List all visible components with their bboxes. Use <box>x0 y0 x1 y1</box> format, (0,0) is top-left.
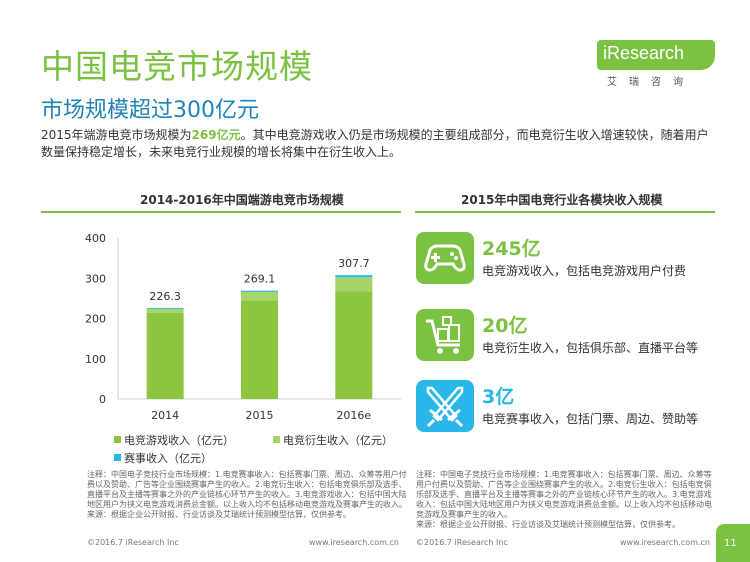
footer-copyright-left: ©2016.7 iResearch Inc <box>87 538 179 547</box>
market-size-bar-chart: 0 100 200 300 400 226.3 2014 269.1 2015 307.7 2016… <box>85 232 401 422</box>
y-tick-label: 300 <box>85 272 106 285</box>
left-chart-title: 2014-2016年中国端游电竞市场规模 <box>140 193 344 207</box>
bar-segment-game <box>335 291 373 399</box>
footer-website-left: www.iresearch.com.cn <box>309 538 399 547</box>
logo-badge: iResearch <box>597 40 715 70</box>
footer-copyright-right: ©2016.7 iResearch Inc <box>416 538 508 547</box>
bar-segment-event <box>146 307 184 309</box>
module-desc-game: 电竞游戏收入，包括电竞游戏用户付费 <box>482 264 687 278</box>
bar-segment-game <box>241 300 278 399</box>
module-derived-revenue: 20亿 电竞衍生收入，包括俱乐部、直播平台等 <box>416 309 716 361</box>
module-value-event: 3亿 <box>482 386 515 408</box>
left-title-divider <box>41 211 401 213</box>
x-tick-label: 2014 <box>151 409 179 422</box>
legend-label-game: 电竞游戏收入（亿元） <box>124 434 234 447</box>
x-tick-label: 2016e <box>336 409 371 422</box>
iresearch-logo: iResearch 艾瑞咨询 <box>597 40 717 88</box>
bar-total-label: 307.7 <box>338 257 370 270</box>
bar-segment-derived <box>241 291 278 301</box>
logo-cn-name: 艾瑞咨询 <box>607 77 695 88</box>
legend-event-revenue: 赛事收入（亿元） <box>114 450 212 466</box>
page-number: 11 <box>724 538 737 549</box>
bar-segment-event <box>241 290 278 292</box>
module-value-derived: 20亿 <box>482 315 528 337</box>
right-title-divider <box>415 211 715 213</box>
module-desc-derived: 电竞衍生收入，包括俱乐部、直播平台等 <box>482 341 699 355</box>
module-event-revenue: 3亿 电竞赛事收入，包括门票、周边、赞助等 <box>416 380 716 432</box>
legend-swatch-derived <box>273 436 280 443</box>
logo-brand: iResearch <box>603 43 685 63</box>
y-tick-label: 200 <box>85 313 106 326</box>
bar-segment-derived <box>146 308 184 313</box>
right-section-title: 2015年中国电竞行业各模块收入规模 <box>461 193 663 207</box>
x-tick-label: 2015 <box>246 409 274 422</box>
legend-derived-revenue: 电竞衍生收入（亿元） <box>273 432 393 448</box>
legend-swatch-game <box>114 436 121 443</box>
intro-paragraph: 2015年端游电竞市场规模为269亿元。其中电竞游戏收入仍是市场规模的主要组成部… <box>41 127 711 161</box>
module-value-game: 245亿 <box>482 238 541 260</box>
module-game-revenue: 245亿 电竞游戏收入，包括电竞游戏用户付费 <box>416 232 716 284</box>
bar-total-label: 269.1 <box>244 273 276 286</box>
intro-part1: 2015年端游电竞市场规模为 <box>41 128 192 142</box>
legend-label-derived: 电竞衍生收入（亿元） <box>283 434 393 447</box>
legend-label-event: 赛事收入（亿元） <box>124 452 212 465</box>
cart-icon <box>416 309 474 361</box>
bar-segment-event <box>335 275 373 278</box>
page-number-badge: 11 <box>716 524 750 562</box>
intro-part2: 。其中电竞游戏收入仍是市场规模的主要组成部分，而电竞衍生收入增速较快，随着用户数… <box>41 128 709 159</box>
bar-segment-game <box>146 312 184 399</box>
crossed-swords-icon <box>416 380 474 432</box>
footer-website-right: www.iresearch.com.cn <box>620 538 710 547</box>
page-title: 中国电竞市场规模 <box>41 47 313 86</box>
gamepad-icon <box>416 232 474 284</box>
y-tick-label: 400 <box>85 232 106 245</box>
y-tick-label: 100 <box>85 353 106 366</box>
legend-swatch-event <box>114 454 121 461</box>
note-right: 注释：中国电子竞技行业市场规模：1.电竞赛事收入：包括赛事门票、周边、众筹等用户… <box>416 470 712 529</box>
module-desc-event: 电竞赛事收入，包括门票、周边、赞助等 <box>482 412 699 426</box>
note-left: 注释：中国电子竞技行业市场规模：1.电竞赛事收入：包括赛事门票、周边、众筹等用户… <box>87 470 407 519</box>
y-tick-label: 0 <box>99 393 106 406</box>
page-subtitle: 市场规模超过300亿元 <box>41 98 259 123</box>
intro-highlight: 269亿元 <box>191 128 241 142</box>
legend-game-revenue: 电竞游戏收入（亿元） <box>114 432 234 448</box>
bar-segment-derived <box>335 277 373 292</box>
bar-total-label: 226.3 <box>149 290 181 303</box>
